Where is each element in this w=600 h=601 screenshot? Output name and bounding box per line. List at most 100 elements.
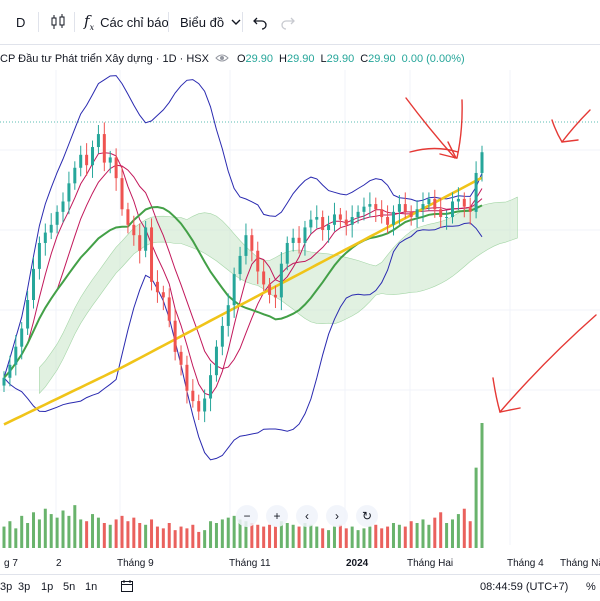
volume-bar <box>67 515 71 548</box>
redo-button[interactable] <box>280 0 296 44</box>
volume-bar <box>386 526 390 548</box>
candle-body <box>14 346 18 365</box>
x-tick-label: Tháng 9 <box>117 558 154 569</box>
open-value: O29.90 <box>236 53 274 65</box>
volume-bar <box>450 519 454 548</box>
candle-body <box>155 281 159 293</box>
ma-gold <box>3 176 483 426</box>
reset-chart-button[interactable]: ↻ <box>356 505 378 527</box>
candle-body <box>79 154 83 168</box>
volume-bar <box>285 523 289 548</box>
eye-icon[interactable] <box>215 53 229 66</box>
candle-body <box>285 242 289 264</box>
indicator-lines <box>3 75 483 461</box>
volume-bar <box>244 521 248 548</box>
range-5d-button[interactable]: 5n <box>63 581 76 593</box>
volume-bar <box>232 515 236 548</box>
candle-body <box>268 284 272 295</box>
x-tick-label: Tháng Hai <box>407 558 453 569</box>
chevron-down-icon <box>231 19 241 25</box>
candle-body <box>244 235 248 256</box>
candle-body <box>321 217 325 230</box>
volume-bar <box>421 519 425 548</box>
range-3m-button[interactable]: 3p <box>18 581 31 593</box>
volume-bar <box>102 523 106 548</box>
candle-body <box>356 211 360 218</box>
candle-body <box>138 235 142 251</box>
date-range-icon[interactable] <box>120 579 134 596</box>
volume-bar <box>338 524 342 548</box>
candle-body <box>291 237 295 243</box>
candle-body <box>427 198 431 205</box>
volume-bar <box>273 526 277 548</box>
indicators-button[interactable]: fx Các chỉ báo <box>84 0 169 44</box>
candles-series <box>2 122 484 423</box>
volume-bar <box>173 530 177 548</box>
volume-bar <box>209 521 213 548</box>
candle-body <box>26 300 30 329</box>
price-chart[interactable]: g 7 2 Tháng 9 Tháng 11 2024 Tháng Hai Tháng 4 T… <box>0 44 600 574</box>
candle-body <box>179 351 183 365</box>
volume-bar <box>427 524 431 548</box>
candle-body <box>415 209 419 218</box>
volume-bar <box>462 508 466 548</box>
visibility-icon <box>215 54 229 61</box>
candle-body <box>144 227 148 251</box>
volume-bar <box>474 467 478 548</box>
candles-button[interactable] <box>48 0 68 44</box>
candle-body <box>480 152 484 173</box>
volume-bar <box>167 523 171 548</box>
volume-bar <box>279 521 283 548</box>
candle-body <box>362 206 366 212</box>
bottom-bar: 3p 3p 1p 5n 1n 08:44:59 (UTC+7) % <box>0 574 600 601</box>
volume-bar <box>96 517 100 548</box>
redo-icon <box>281 17 295 30</box>
candle-body <box>55 211 59 225</box>
range-3d-button[interactable]: 3p <box>0 581 13 593</box>
zoom-in-button[interactable]: + <box>266 505 288 527</box>
volume-bar <box>14 528 18 548</box>
candle-body <box>332 214 336 225</box>
candle-body <box>462 198 466 207</box>
volume-bar <box>32 512 36 548</box>
candle-body <box>315 217 319 220</box>
ema-short <box>3 152 483 397</box>
volume-bar <box>256 524 260 548</box>
candle-body <box>350 217 354 225</box>
volume-bar <box>303 523 307 548</box>
volume-bar <box>262 526 266 548</box>
volume-bar <box>114 519 118 548</box>
volume-bar <box>480 423 484 548</box>
candle-body <box>91 147 95 166</box>
volume-bar <box>191 524 195 548</box>
scroll-left-button[interactable]: ‹ <box>296 505 318 527</box>
volume-bar <box>55 517 59 548</box>
interval-button[interactable]: D <box>16 0 25 44</box>
range-1d-button[interactable]: 1n <box>85 581 98 593</box>
x-tick-label: Tháng 4 <box>507 558 544 569</box>
candle-body <box>273 294 277 298</box>
annotation-stroke <box>492 377 521 413</box>
candle-body <box>132 224 136 236</box>
percent-toggle[interactable]: % <box>586 581 596 593</box>
clock-time[interactable]: 08:44:59 (UTC+7) <box>480 581 569 593</box>
range-1m-button[interactable]: 1p <box>41 581 54 593</box>
candle-body <box>386 217 390 225</box>
candle-body <box>102 134 106 163</box>
scroll-right-button[interactable]: › <box>326 505 348 527</box>
volume-bar <box>161 528 165 548</box>
top-toolbar: D fx Các chỉ báo Biểu đồ <box>0 0 600 45</box>
candle-body <box>445 217 449 219</box>
volume-bar <box>43 508 47 548</box>
x-tick-label: Tháng Năm <box>560 558 600 569</box>
candle-body <box>20 328 24 347</box>
undo-button[interactable] <box>252 0 268 44</box>
chart-type-button[interactable]: Biểu đồ <box>180 0 242 44</box>
volume-bar <box>380 528 384 548</box>
calendar-icon <box>121 580 133 592</box>
candle-body <box>238 255 242 275</box>
candle-body <box>232 274 236 306</box>
zoom-out-button[interactable]: − <box>236 505 258 527</box>
volume-bar <box>37 519 41 548</box>
candle-body <box>108 157 112 163</box>
